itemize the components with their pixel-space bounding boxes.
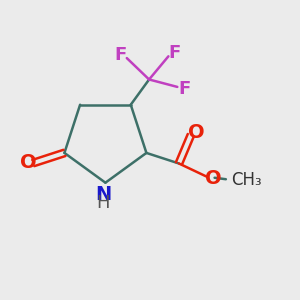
Text: O: O: [188, 123, 205, 142]
Text: F: F: [169, 44, 181, 62]
Text: CH₃: CH₃: [231, 171, 262, 189]
Text: O: O: [20, 153, 36, 172]
Text: O: O: [206, 169, 222, 188]
Text: H: H: [96, 194, 110, 212]
Text: N: N: [95, 185, 111, 204]
Text: F: F: [114, 46, 126, 64]
Text: F: F: [178, 80, 190, 98]
